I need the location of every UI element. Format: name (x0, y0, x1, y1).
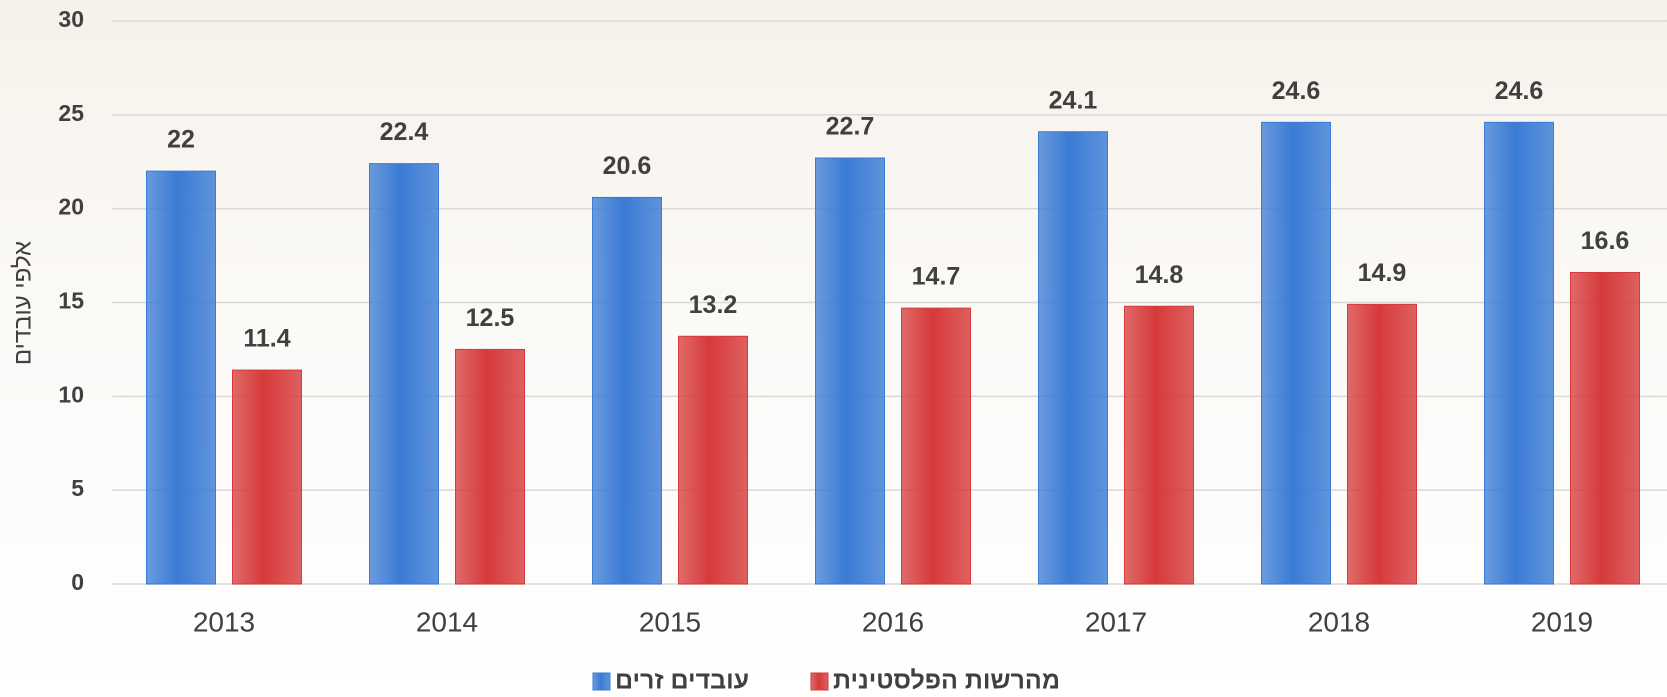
bar (1347, 303, 1417, 585)
x-tick-label: 2016 (862, 606, 924, 637)
value-label: 16.6 (1581, 227, 1630, 255)
value-label: 24.1 (1049, 86, 1098, 114)
y-tick-label: 30 (58, 6, 84, 32)
legend-label: עובדים זרים (615, 667, 749, 695)
y-tick-label: 10 (58, 381, 84, 407)
bar (232, 369, 302, 585)
bar (815, 157, 885, 585)
value-label: 20.6 (603, 152, 652, 180)
x-tick-label: 2015 (639, 606, 701, 637)
value-label: 24.6 (1495, 77, 1544, 105)
value-label: 14.7 (912, 263, 961, 291)
bar (1261, 121, 1331, 585)
y-tick-label: 25 (58, 100, 84, 126)
bar (1038, 131, 1108, 585)
y-tick-label: 5 (71, 475, 84, 501)
legend-swatch (810, 672, 829, 691)
x-tick-label: 2017 (1085, 606, 1147, 637)
value-label: 22.7 (826, 113, 875, 141)
value-label: 11.4 (243, 325, 290, 353)
y-tick-label: 15 (58, 288, 84, 314)
value-label: 14.9 (1358, 259, 1407, 287)
bar (455, 348, 525, 585)
bar (901, 307, 971, 585)
y-tick-label: 0 (71, 569, 84, 595)
value-label: 22 (167, 126, 195, 154)
value-label: 24.6 (1272, 77, 1321, 105)
legend-swatch (592, 672, 611, 691)
bar (592, 196, 662, 585)
y-tick-label: 20 (58, 194, 84, 220)
value-label: 14.8 (1135, 261, 1184, 289)
legend-label: מהרשות הפלסטינית (833, 667, 1060, 695)
bar (146, 170, 216, 585)
bar (1570, 271, 1640, 585)
bar (369, 163, 439, 585)
bar (1124, 305, 1194, 585)
x-tick-label: 2014 (416, 606, 478, 637)
x-tick-label: 2013 (193, 606, 255, 637)
y-axis-title: אלפי עובדים (9, 241, 36, 365)
value-label: 12.5 (466, 304, 515, 332)
x-tick-label: 2018 (1308, 606, 1370, 637)
x-tick-label: 2019 (1531, 606, 1593, 637)
value-label: 22.4 (380, 118, 429, 146)
value-label: 13.2 (689, 291, 738, 319)
bar (678, 335, 748, 585)
bar (1484, 121, 1554, 585)
